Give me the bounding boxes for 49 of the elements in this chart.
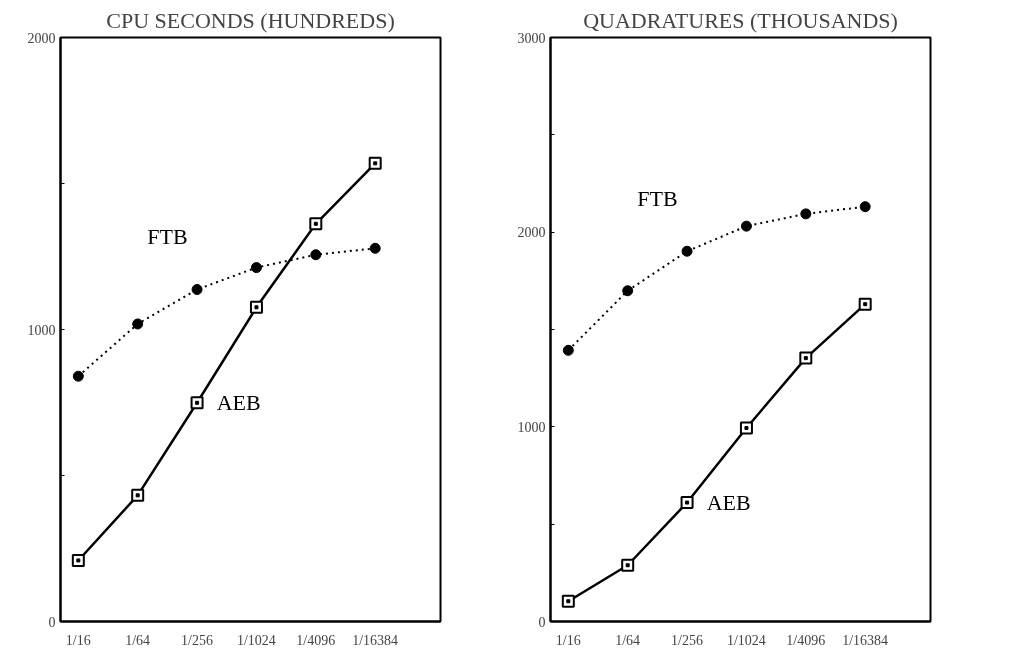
point bbox=[740, 220, 752, 232]
x-tick-label: 1/64 bbox=[615, 632, 641, 648]
y-tick-label: 1000 bbox=[27, 322, 56, 338]
point bbox=[739, 421, 753, 435]
x-tick-label: 1/16384 bbox=[842, 632, 889, 648]
point bbox=[250, 262, 262, 274]
point bbox=[859, 201, 871, 213]
point bbox=[190, 396, 204, 410]
x-tick-label: 1/4096 bbox=[296, 632, 336, 648]
y-tick-label: 2000 bbox=[27, 30, 56, 46]
point bbox=[132, 318, 144, 330]
point bbox=[622, 285, 634, 297]
point bbox=[562, 344, 574, 356]
chart-title: QUADRATURES (THOUSANDS) bbox=[583, 7, 898, 33]
x-tick-label: 1/16384 bbox=[352, 632, 399, 648]
point bbox=[561, 594, 575, 608]
y-tick-label: 1000 bbox=[517, 419, 546, 435]
point bbox=[368, 156, 382, 170]
point bbox=[131, 488, 145, 502]
x-tick-label: 1/1024 bbox=[726, 632, 766, 648]
point bbox=[191, 284, 203, 295]
point bbox=[249, 300, 263, 314]
point bbox=[309, 217, 323, 231]
x-tick-label: 1/16 bbox=[555, 632, 581, 648]
chart-title: CPU SECONDS (HUNDREDS) bbox=[106, 7, 395, 33]
series-label: AEB bbox=[706, 490, 751, 516]
point bbox=[800, 208, 812, 220]
x-tick-label: 1/16 bbox=[65, 632, 91, 648]
x-tick-label: 1/4096 bbox=[786, 632, 826, 648]
series-label: FTB bbox=[637, 186, 678, 212]
point bbox=[799, 351, 813, 365]
point bbox=[858, 297, 872, 311]
point bbox=[71, 553, 85, 567]
x-tick-label: 1/64 bbox=[125, 632, 151, 648]
y-tick-label: 3000 bbox=[517, 30, 546, 46]
x-tick-label: 1/1024 bbox=[236, 632, 276, 648]
point bbox=[310, 249, 322, 261]
y-tick-label: 2000 bbox=[517, 225, 546, 241]
point bbox=[621, 558, 635, 572]
point bbox=[72, 370, 84, 382]
series-label: FTB bbox=[147, 224, 188, 250]
x-tick-label: 1/256 bbox=[181, 632, 214, 648]
series-label: AEB bbox=[216, 390, 261, 416]
x-tick-label: 1/256 bbox=[671, 632, 704, 648]
y-tick-label: 0 bbox=[538, 614, 546, 630]
point bbox=[681, 245, 693, 257]
point bbox=[369, 242, 381, 254]
y-tick-label: 0 bbox=[48, 614, 56, 630]
point bbox=[680, 496, 694, 510]
